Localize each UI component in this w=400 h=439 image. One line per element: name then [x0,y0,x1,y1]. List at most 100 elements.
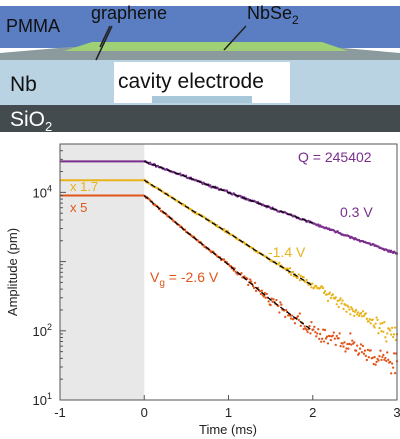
series-purple-point [239,194,242,198]
series-yellow-point [341,299,344,302]
nbse2-pointer-line-left [95,25,113,61]
series-orange-point [262,295,265,298]
series-orange-point [298,312,301,315]
series-yellow-point [388,327,391,330]
series-yellow-point [376,318,379,322]
series-yellow-point [390,333,393,336]
series-orange-point [328,335,332,338]
series-yellow-point [297,273,300,276]
pmma-layer [0,6,400,48]
series-yellow-point [365,317,369,320]
series-orange-point [393,372,397,375]
series-yellow-point [362,314,366,318]
series-orange-point [324,337,328,340]
series-orange-point [358,347,362,350]
series-yellow-point [374,322,377,325]
series-yellow-point [307,283,310,286]
series-orange-point [333,337,336,340]
nb-label: Nb [10,73,37,96]
series-yellow-point [360,315,364,318]
series-yellow-point [353,314,356,317]
series-yellow-point [381,322,384,325]
y-tick-label: 101 [33,391,52,408]
x-tick-label: 3 [393,405,400,420]
series-yellow-point [339,297,342,300]
series-orange-point [341,342,344,345]
series-orange-point [270,297,273,300]
series-yellow-point [334,296,337,299]
series-yellow-point [368,318,371,321]
series-orange-point [222,258,226,261]
series-orange-point [321,328,325,331]
series-orange-point [335,334,338,338]
series-orange-point [386,351,389,354]
series-orange-point [379,349,382,352]
series-yellow-point [323,290,327,293]
series-yellow-point [354,310,357,313]
series-yellow-point [348,308,351,311]
series-orange-point [252,286,256,290]
series-orange-point [296,315,299,318]
series-orange-point [357,352,361,355]
series-orange-point [342,345,345,348]
series-yellow-point [393,326,397,329]
y-axis-label: Amplitude (pm) [5,228,20,316]
series-orange-point [306,330,309,334]
series-orange-point [278,311,281,314]
series-orange-point [366,348,369,351]
series-yellow-point [356,311,360,314]
x-tick-label: 1 [225,405,232,420]
series-yellow-point [361,310,365,313]
series-orange-point [316,332,319,335]
series-orange-point [249,278,252,281]
sio2-label: SiO2 [10,108,52,134]
series-orange-point [303,325,306,328]
series-yellow-point [299,274,302,278]
series-orange-point [319,332,322,336]
series-orange-point [267,300,270,303]
series-purple-fit [144,160,313,224]
series-orange-point [321,337,324,340]
series-yellow-point [350,306,353,309]
series-yellow-point [329,296,333,300]
y-tick-label: 104 [33,183,52,200]
series-orange-point [375,360,378,364]
series-yellow-point [347,305,350,309]
series-orange-point [381,355,384,359]
device-schematic: PMMA graphene NbSe2 Nb cavity electrode … [0,3,400,134]
series-yellow-point [379,322,382,325]
series-orange-point [337,337,340,340]
series-yellow-point [292,274,296,278]
series-yellow-point [383,320,386,324]
series-orange-point [269,303,272,307]
series-yellow-fit [143,179,314,287]
series-orange-point [390,372,393,375]
series-orange-point [332,331,335,334]
series-orange-point [378,355,381,358]
series-orange-point [350,343,353,346]
series-yellow-point [369,322,372,325]
series-orange-point [351,339,354,342]
series-yellow-point [335,303,338,306]
series-yellow-point [315,285,318,288]
series-orange-point [380,358,383,361]
series-orange-point [359,343,363,346]
series-yellow-point [336,299,339,303]
series-orange-point [367,356,370,359]
orange-voltage-label: Vg = -2.6 V [150,269,219,289]
series-orange-point [297,318,300,322]
series-orange-point [389,360,392,363]
series-orange-point [362,352,366,355]
series-yellow-point [371,318,374,321]
ringdown-chart: -1 0 1 2 3 101 102 104 Time (ms) Amplitude (pm)… [5,143,400,437]
series-yellow-point [389,329,392,332]
series-orange-point [383,358,386,361]
series-orange-point [382,353,385,357]
series-yellow-point [349,313,352,316]
series-orange-point [254,289,258,293]
series-orange-point [285,308,288,312]
series-orange-point [314,330,317,334]
series-yellow-point [342,307,345,311]
cavity-electrode [152,96,252,103]
series-orange-point [317,328,320,331]
